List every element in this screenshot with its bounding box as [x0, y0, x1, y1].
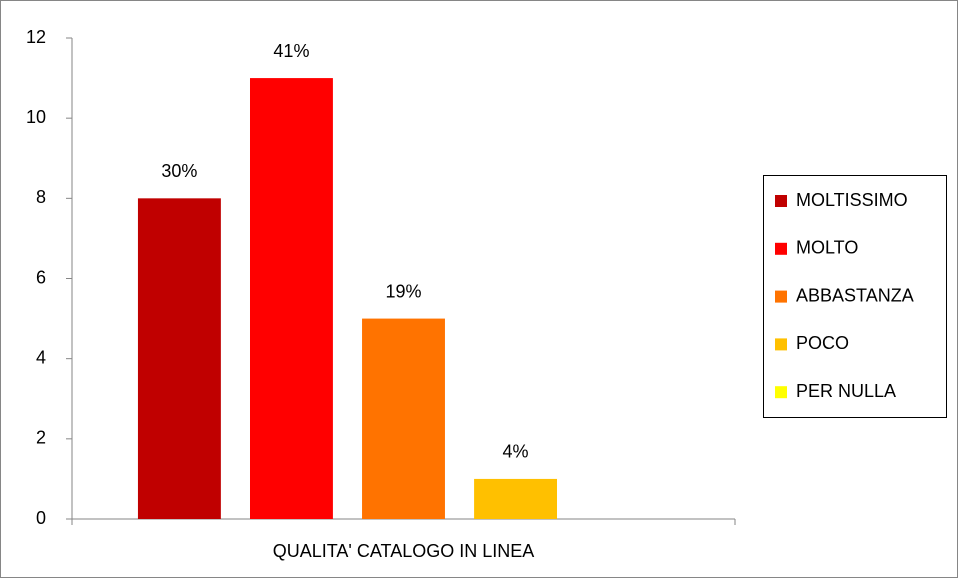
legend-swatch: [775, 290, 787, 303]
y-tick-label: 12: [26, 27, 46, 47]
y-tick-label: 10: [26, 107, 46, 127]
value-label: 19%: [385, 281, 421, 301]
bar: [249, 78, 333, 519]
legend-swatch: [775, 242, 787, 255]
y-tick-label: 0: [36, 508, 46, 528]
value-label: 41%: [273, 41, 309, 61]
legend-box: [763, 175, 947, 418]
bar: [362, 318, 445, 519]
y-tick-label: 6: [36, 267, 46, 287]
bar: [474, 478, 558, 519]
x-tick-label: QUALITA' CATALOGO IN LINEA: [273, 541, 535, 561]
bar: [137, 198, 221, 520]
legend-label: ABBASTANZA: [796, 285, 914, 305]
legend-label: PER NULLA: [796, 381, 896, 401]
legend-swatch: [775, 386, 787, 399]
legend-label: MOLTO: [796, 238, 858, 258]
legend-swatch: [775, 195, 787, 207]
y-tick-label: 4: [36, 347, 46, 367]
y-tick-label: 2: [36, 428, 46, 448]
y-tick-label: 8: [36, 187, 46, 207]
value-label: 30%: [161, 161, 197, 181]
legend-label: MOLTISSIMO: [796, 190, 908, 210]
legend-swatch: [775, 338, 787, 351]
value-label: 4%: [503, 442, 529, 462]
legend-label: POCO: [796, 333, 849, 353]
